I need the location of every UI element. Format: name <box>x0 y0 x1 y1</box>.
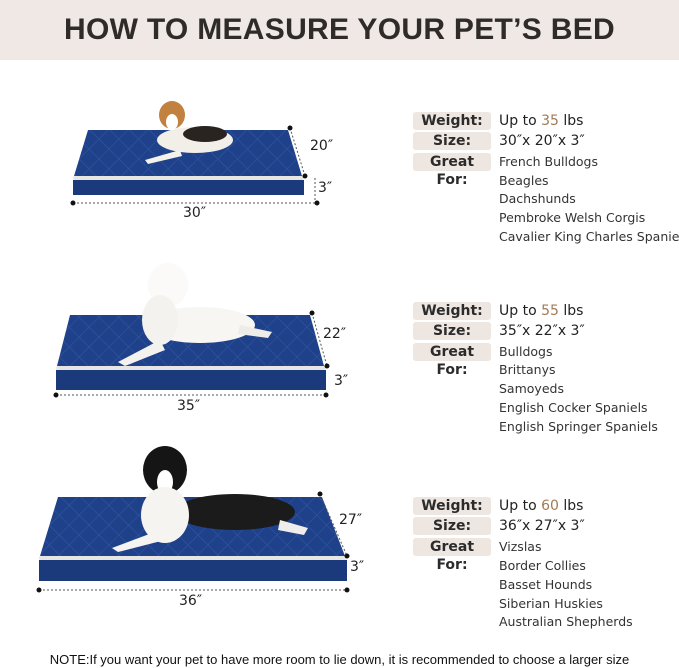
weight-value: Up to 35 lbs <box>499 113 584 129</box>
size-value: 36″x 27″x 3″ <box>499 518 585 534</box>
breed-item: Australian Shepherds <box>499 614 633 629</box>
breed-item: Border Collies <box>499 558 586 573</box>
size-label: Size: <box>413 517 491 535</box>
breed-item: Siberian Huskies <box>499 596 603 611</box>
dog-beagle-image <box>145 101 233 164</box>
breed-item: French Bulldogs <box>499 154 598 169</box>
breed-item: Dachshunds <box>499 191 576 206</box>
bed-large-length: 36″ <box>179 593 203 609</box>
bed-small-height: 3″ <box>318 180 333 196</box>
weight-label: Weight: <box>413 497 491 515</box>
great-for-label: Great For: <box>413 538 491 573</box>
weight-value: Up to 55 lbs <box>499 303 584 319</box>
bed-large-depth: 27″ <box>339 512 363 528</box>
bed-medium <box>53 263 330 398</box>
breed-item: English Cocker Spaniels <box>499 400 648 415</box>
dog-samoyed-image <box>118 263 272 366</box>
size-label: Size: <box>413 322 491 340</box>
bed-large <box>36 446 350 593</box>
great-for-label: Great For: <box>413 343 491 378</box>
bed-medium-length: 35″ <box>177 398 201 414</box>
size-value: 30″x 20″x 3″ <box>499 133 585 149</box>
weight-label: Weight: <box>413 112 491 130</box>
bed-small-length: 30″ <box>183 205 207 221</box>
page-title: HOW TO MEASURE YOUR PET’S BED <box>64 13 615 46</box>
bed-small <box>70 101 320 206</box>
breed-item: Vizslas <box>499 539 542 554</box>
breed-item: Cavalier King Charles Spaniels <box>499 229 679 244</box>
weight-value: Up to 60 lbs <box>499 498 584 514</box>
bed-small-depth: 20″ <box>310 138 334 154</box>
breed-item: English Springer Spaniels <box>499 419 658 434</box>
header-band <box>0 0 679 60</box>
size-value: 35″x 22″x 3″ <box>499 323 585 339</box>
breed-item: Samoyeds <box>499 381 564 396</box>
breed-item: Pembroke Welsh Corgis <box>499 210 646 225</box>
bed-large-height: 3″ <box>350 559 365 575</box>
sizing-note: NOTE:If you want your pet to have more r… <box>49 652 630 667</box>
breed-item: Bulldogs <box>499 344 553 359</box>
breed-item: Beagles <box>499 173 549 188</box>
size-label: Size: <box>413 132 491 150</box>
great-for-label: Great For: <box>413 153 491 188</box>
bed-medium-depth: 22″ <box>323 326 347 342</box>
weight-label: Weight: <box>413 302 491 320</box>
bed-medium-height: 3″ <box>334 373 349 389</box>
dog-border-collie-image <box>112 446 308 552</box>
breed-item: Brittanys <box>499 362 556 377</box>
breed-item: Basset Hounds <box>499 577 593 592</box>
